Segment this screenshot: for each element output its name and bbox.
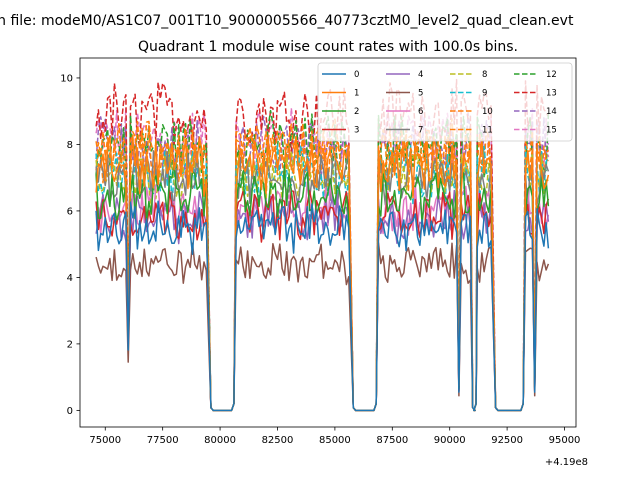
legend-label-12: 12 (546, 70, 557, 80)
legend-label-13: 13 (546, 89, 557, 99)
plot-area (95, 78, 550, 412)
legend-label-11: 11 (482, 126, 493, 136)
legend-label-4: 4 (418, 70, 423, 80)
legend-label-7: 7 (418, 126, 423, 136)
legend-label-2: 2 (354, 107, 359, 117)
series-line-1 (95, 132, 550, 412)
legend-label-10: 10 (482, 107, 493, 117)
y-tick-label: 8 (67, 140, 73, 151)
series-line-10 (95, 124, 549, 412)
y-tick-label: 0 (67, 406, 73, 417)
series-line-13 (95, 78, 550, 412)
legend-label-5: 5 (418, 89, 423, 99)
series-line-7 (95, 150, 550, 412)
legend-label-1: 1 (354, 89, 359, 99)
series-line-2 (95, 163, 550, 412)
axes-frame (79, 57, 577, 428)
axes: 75000 77500 80000 82500 85000 87500 90000 92500… (60, 57, 581, 446)
legend-label-0: 0 (354, 70, 359, 80)
legend-label-15: 15 (546, 126, 557, 136)
y-tick-label: 6 (67, 206, 73, 217)
x-tick-label: 92500 (491, 435, 523, 446)
legend-label-6: 6 (418, 107, 423, 117)
x-tick-label: 75000 (89, 435, 121, 446)
series-line-0 (95, 200, 550, 412)
x-offset-label: +4.19e8 (545, 457, 588, 468)
chart-title: Quadrant 1 module wise count rates with … (138, 39, 518, 55)
legend-box (317, 62, 573, 142)
legend-label-14: 14 (546, 107, 557, 117)
x-tick-label: 87500 (376, 435, 408, 446)
x-tick-label: 90000 (434, 435, 466, 446)
legend-label-9: 9 (482, 89, 487, 99)
x-tick-label: 95000 (549, 435, 581, 446)
x-tick-label: 80000 (204, 435, 236, 446)
figure-suptitle: In file: modeM0/AS1C07_001T10_9000005566… (0, 13, 574, 29)
series-line-5 (95, 242, 550, 412)
y-tick-label: 4 (67, 273, 73, 284)
x-tick-label: 82500 (262, 435, 294, 446)
x-tick-label: 85000 (319, 435, 351, 446)
y-tick-label: 10 (60, 73, 73, 84)
legend-label-3: 3 (354, 126, 359, 136)
x-tick-label: 77500 (147, 435, 179, 446)
y-tick-label: 2 (67, 339, 73, 350)
legend-label-8: 8 (482, 70, 487, 80)
